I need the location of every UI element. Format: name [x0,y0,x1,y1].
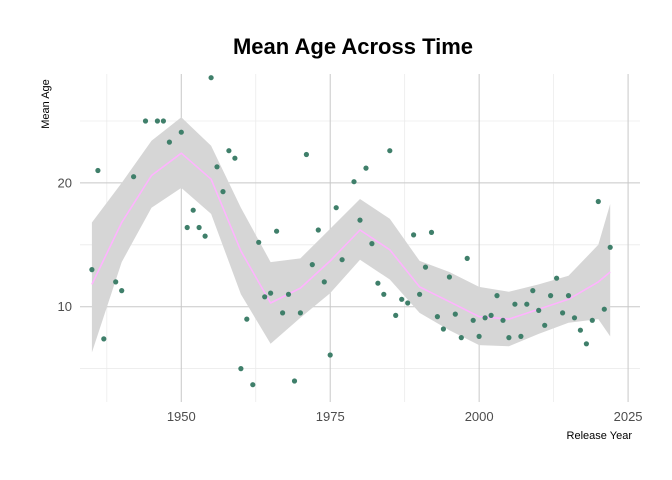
data-point [518,333,524,339]
data-point [226,148,232,154]
data-point [244,316,250,322]
data-point [297,310,303,316]
data-point [327,352,333,358]
data-point [577,327,584,333]
data-point [274,228,280,234]
data-point [208,75,214,81]
data-point [178,129,184,135]
data-point [357,217,363,223]
data-point [232,155,238,161]
data-point [256,239,262,245]
y-axis-label: Mean Age [40,79,52,129]
data-point [601,306,607,312]
data-point [589,317,595,323]
data-point [101,336,107,342]
data-point [303,151,309,158]
tick-labels: 1950 1975 2000 2025 10 20 [58,175,643,424]
data-point [291,378,298,384]
data-point [220,189,226,195]
data-point [250,382,256,388]
x-tick-label: 1975 [316,409,345,424]
data-point [369,241,375,247]
data-point [565,293,572,299]
data-point [506,335,512,341]
data-points [89,75,613,388]
data-point [268,290,274,296]
data-point [196,224,202,231]
chart-title: Mean Age Across Time [232,34,474,59]
data-point [500,317,506,323]
confidence-band-area [91,117,611,353]
data-point [583,341,590,347]
data-point [190,207,196,213]
data-point [548,293,554,299]
data-point [387,148,393,154]
data-point [280,310,286,316]
data-point [89,267,95,273]
data-point [464,255,470,261]
data-point [607,244,613,250]
data-point [309,262,315,268]
data-point [405,300,411,306]
data-point [440,326,446,332]
data-point [595,198,601,205]
data-point [530,288,536,294]
data-point [202,233,208,239]
data-point [524,301,530,307]
data-point [542,322,548,328]
data-point [285,291,292,297]
data-point [488,312,494,318]
x-tick-label: 2000 [465,409,494,424]
data-point [351,179,357,185]
data-point [363,165,369,171]
data-point [422,264,429,270]
data-point [560,310,566,316]
data-point [393,312,399,318]
data-point [166,139,172,145]
data-point [458,335,464,341]
y-tick-label: 10 [58,299,72,314]
data-point [512,301,518,307]
data-point [315,227,321,233]
data-point [131,174,137,180]
data-point [160,118,166,124]
y-tick-label: 20 [58,175,72,190]
data-point [184,224,190,231]
data-point [411,232,417,238]
data-point [214,164,220,170]
confidence-band [91,117,611,353]
data-point [321,279,327,285]
data-point [238,366,244,372]
data-point [494,293,500,299]
data-point [142,118,149,124]
data-point [381,291,387,297]
data-point [470,317,476,323]
data-point [452,311,458,317]
data-point [536,307,542,313]
data-point [95,167,101,174]
data-point [482,315,488,321]
data-point [375,280,381,286]
data-point [333,205,339,211]
data-point [554,275,560,281]
data-point [446,274,452,280]
data-point [417,291,423,297]
data-point [262,294,268,300]
x-tick-label: 1950 [167,409,196,424]
data-point [339,257,345,263]
data-point [113,279,119,285]
data-point [428,229,435,235]
x-axis-label: Release Year [567,430,633,442]
data-point [399,296,405,302]
data-point [154,118,160,124]
data-point [476,333,482,339]
data-point [119,288,125,294]
data-point [434,314,440,320]
x-tick-label: 2025 [614,409,643,424]
data-point [571,315,578,321]
